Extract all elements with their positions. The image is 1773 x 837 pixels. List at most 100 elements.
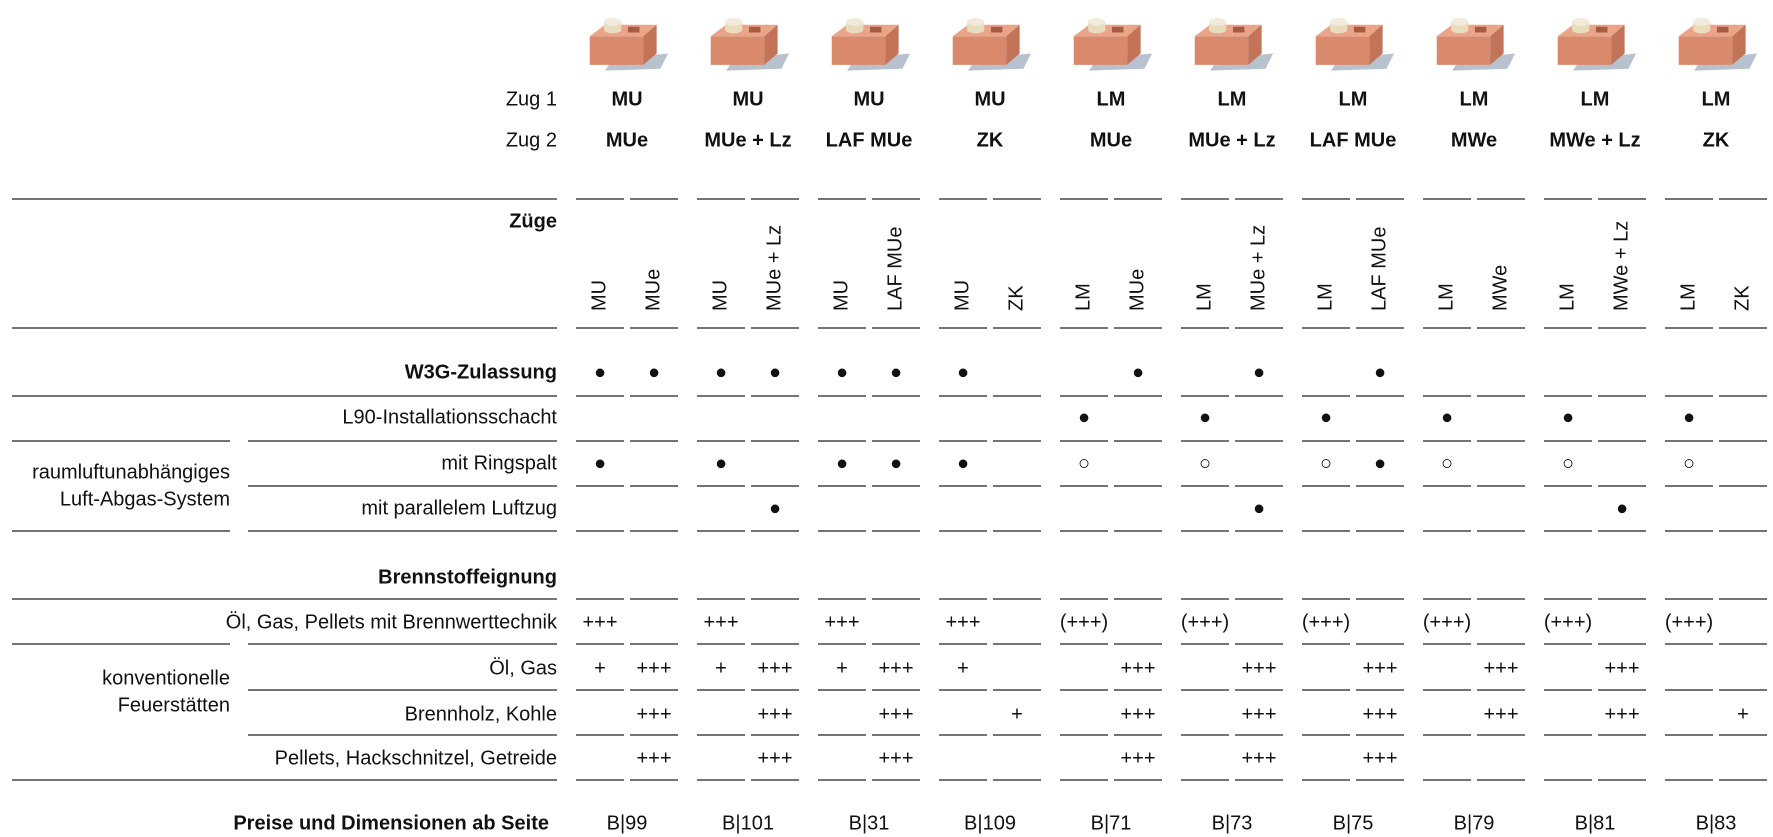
cell: +++: [1604, 657, 1639, 679]
zug1: MU: [974, 88, 1005, 110]
cell: +++: [1241, 657, 1276, 679]
cell: ●: [594, 452, 606, 474]
page-ref: B|73: [1212, 812, 1253, 834]
group-label: Feuerstätten: [118, 694, 230, 716]
product-image: [1557, 18, 1637, 71]
cell: +++: [757, 703, 792, 725]
cell: +++: [1483, 657, 1518, 679]
cell: ●: [1320, 406, 1332, 428]
zuege-label: LM: [1435, 283, 1457, 311]
product-image: [1436, 18, 1516, 71]
row-label: W3G-Zulassung: [405, 361, 557, 383]
cell: ●: [1374, 452, 1386, 474]
cell: ●: [648, 361, 660, 383]
zuege-label: LM: [1556, 283, 1578, 311]
zuege-label: LAF MUe: [1368, 227, 1390, 311]
cell: (+++): [1181, 611, 1229, 633]
zuege-label: MU: [951, 280, 973, 311]
page-ref: B|81: [1575, 812, 1616, 834]
cell: ●: [890, 361, 902, 383]
page-ref: B|79: [1454, 812, 1495, 834]
cell: (+++): [1302, 611, 1350, 633]
row-label: Züge: [509, 210, 557, 232]
row-label: Preise und Dimensionen ab Seite: [233, 812, 549, 834]
zug2: ZK: [1703, 129, 1730, 151]
cell: +++: [1604, 703, 1639, 725]
cell: ●: [1683, 406, 1695, 428]
cell: +++: [636, 657, 671, 679]
cell: +++: [1120, 747, 1155, 769]
cell: ●: [836, 452, 848, 474]
zug2: MWe: [1451, 129, 1497, 151]
cell: ●: [594, 361, 606, 383]
cell: +++: [1241, 703, 1276, 725]
cell: +++: [1362, 703, 1397, 725]
cell: ●: [1562, 406, 1574, 428]
zug2: LAF MUe: [1310, 129, 1397, 151]
product-images: [589, 18, 1758, 71]
cell: ●: [769, 361, 781, 383]
cell: ○: [1683, 452, 1695, 474]
group-label: Luft-Abgas-System: [60, 488, 230, 510]
cell: +++: [1483, 703, 1518, 725]
cell: +: [594, 657, 606, 679]
zuege-label: ZK: [1731, 285, 1753, 311]
cell: (+++): [1544, 611, 1592, 633]
cell: ○: [1562, 452, 1574, 474]
cell: +++: [1362, 657, 1397, 679]
page-ref: B|109: [964, 812, 1016, 834]
zug2: MUe: [606, 129, 648, 151]
zuege-label: MU: [709, 280, 731, 311]
cell: +++: [757, 657, 792, 679]
zug2: ZK: [977, 129, 1004, 151]
group-label: konventionelle: [102, 667, 230, 689]
cell: ○: [1320, 452, 1332, 474]
page-ref: B|99: [607, 812, 648, 834]
zug1: MU: [732, 88, 763, 110]
cell: +++: [878, 703, 913, 725]
cell: ●: [1441, 406, 1453, 428]
zug1: LM: [1218, 88, 1247, 110]
cell: ●: [890, 452, 902, 474]
page-ref: B|83: [1696, 812, 1737, 834]
product-image: [589, 18, 669, 71]
product-image: [831, 18, 911, 71]
cell: +++: [582, 611, 617, 633]
cell: ●: [957, 361, 969, 383]
cell: ●: [1253, 361, 1265, 383]
cell: ●: [957, 452, 969, 474]
cell: ●: [836, 361, 848, 383]
row-label: mit parallelem Luftzug: [361, 497, 557, 519]
zug1: MU: [611, 88, 642, 110]
row-label: L90-Installationsschacht: [342, 406, 557, 428]
zug1: MU: [853, 88, 884, 110]
zug1: LM: [1581, 88, 1610, 110]
cell: ○: [1199, 452, 1211, 474]
row-label: Öl, Gas: [489, 657, 557, 679]
cell: +: [957, 657, 969, 679]
cell: ●: [769, 497, 781, 519]
product-image: [952, 18, 1032, 71]
cell: ●: [715, 452, 727, 474]
cell: ●: [1374, 361, 1386, 383]
cell: ●: [1199, 406, 1211, 428]
cell: +++: [1362, 747, 1397, 769]
cell: +: [836, 657, 848, 679]
zug2: LAF MUe: [826, 129, 913, 151]
cell: +++: [703, 611, 738, 633]
cell: +: [1011, 703, 1023, 725]
zuege-label: LM: [1677, 283, 1699, 311]
cell: +++: [945, 611, 980, 633]
zug1: LM: [1460, 88, 1489, 110]
row-label: Pellets, Hackschnitzel, Getreide: [275, 747, 557, 769]
cell: +: [715, 657, 727, 679]
zuege-label: MUe: [1126, 269, 1148, 311]
cell: +++: [636, 747, 671, 769]
row-label: mit Ringspalt: [441, 452, 557, 474]
cell: ●: [1253, 497, 1265, 519]
cell: ●: [1078, 406, 1090, 428]
section-label: Brennstoffeignung: [378, 566, 557, 588]
page-ref: B|75: [1333, 812, 1374, 834]
zug1: LM: [1097, 88, 1126, 110]
